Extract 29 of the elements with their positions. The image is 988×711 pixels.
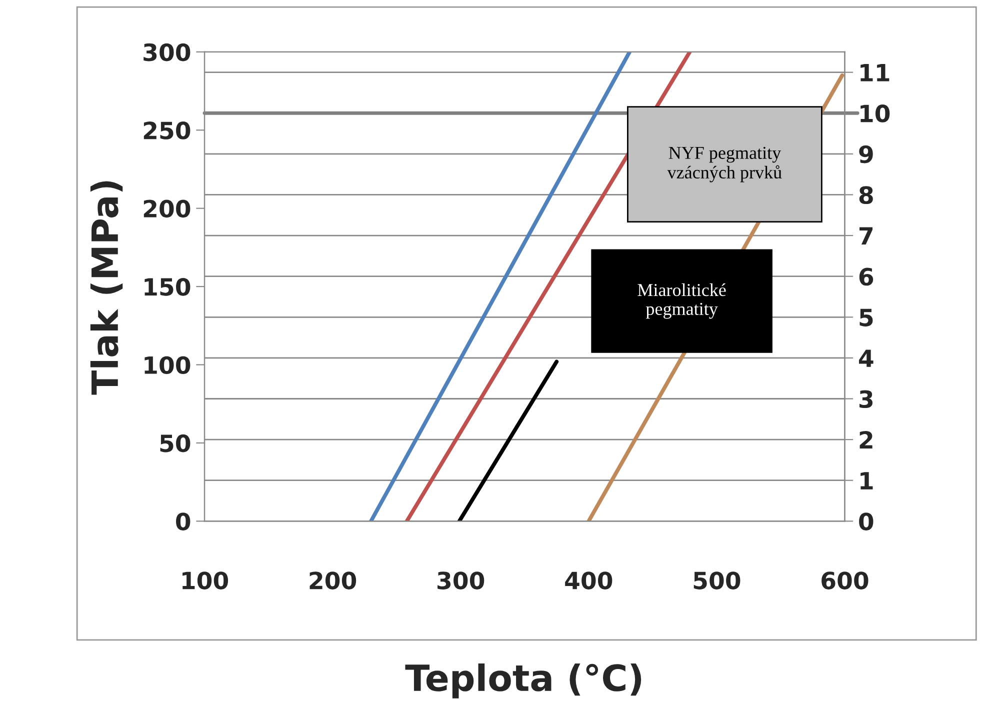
annotation: Miarolitické pegmatity <box>638 283 726 319</box>
x-tick-label: 100 <box>182 572 228 590</box>
y2-tick-label: 8 <box>859 186 873 204</box>
y-tick-label: 100 <box>144 356 190 374</box>
y2-tick-label: 10 <box>860 104 890 122</box>
y2-tick-label: 5 <box>860 308 873 326</box>
x-tick-label: 200 <box>310 572 356 590</box>
y2-tick-label: 0 <box>859 512 874 530</box>
annotation: NYF pegmatity vzácných prvků <box>667 146 782 182</box>
y2-tick-label: 11 <box>860 64 890 82</box>
y-axis-title: Tlak (MPa) <box>90 181 123 395</box>
y2-tick-label: 9 <box>859 145 873 164</box>
y-tick-label: 300 <box>144 43 190 62</box>
x-tick-label: 300 <box>438 572 484 590</box>
y-tick-label: 50 <box>160 434 190 452</box>
x-tick-label: 600 <box>822 572 868 590</box>
y2-tick-label: 1 <box>860 472 873 490</box>
y2-tick-label: 4 <box>858 350 874 367</box>
y2-tick-label: 2 <box>860 431 872 449</box>
y-tick-label: 150 <box>144 278 190 296</box>
y2-tick-label: 6 <box>859 268 874 286</box>
x-tick-label: 400 <box>565 572 612 590</box>
x-axis-title: Teplota (°C) <box>405 663 642 698</box>
x-tick-label: 500 <box>694 572 740 590</box>
y2-tick-label: 7 <box>860 227 872 244</box>
y-tick-label: 250 <box>144 122 190 140</box>
y-tick-label: 200 <box>144 200 190 218</box>
y-tick-label: 0 <box>176 512 190 530</box>
y2-tick-label: 3 <box>860 390 872 408</box>
